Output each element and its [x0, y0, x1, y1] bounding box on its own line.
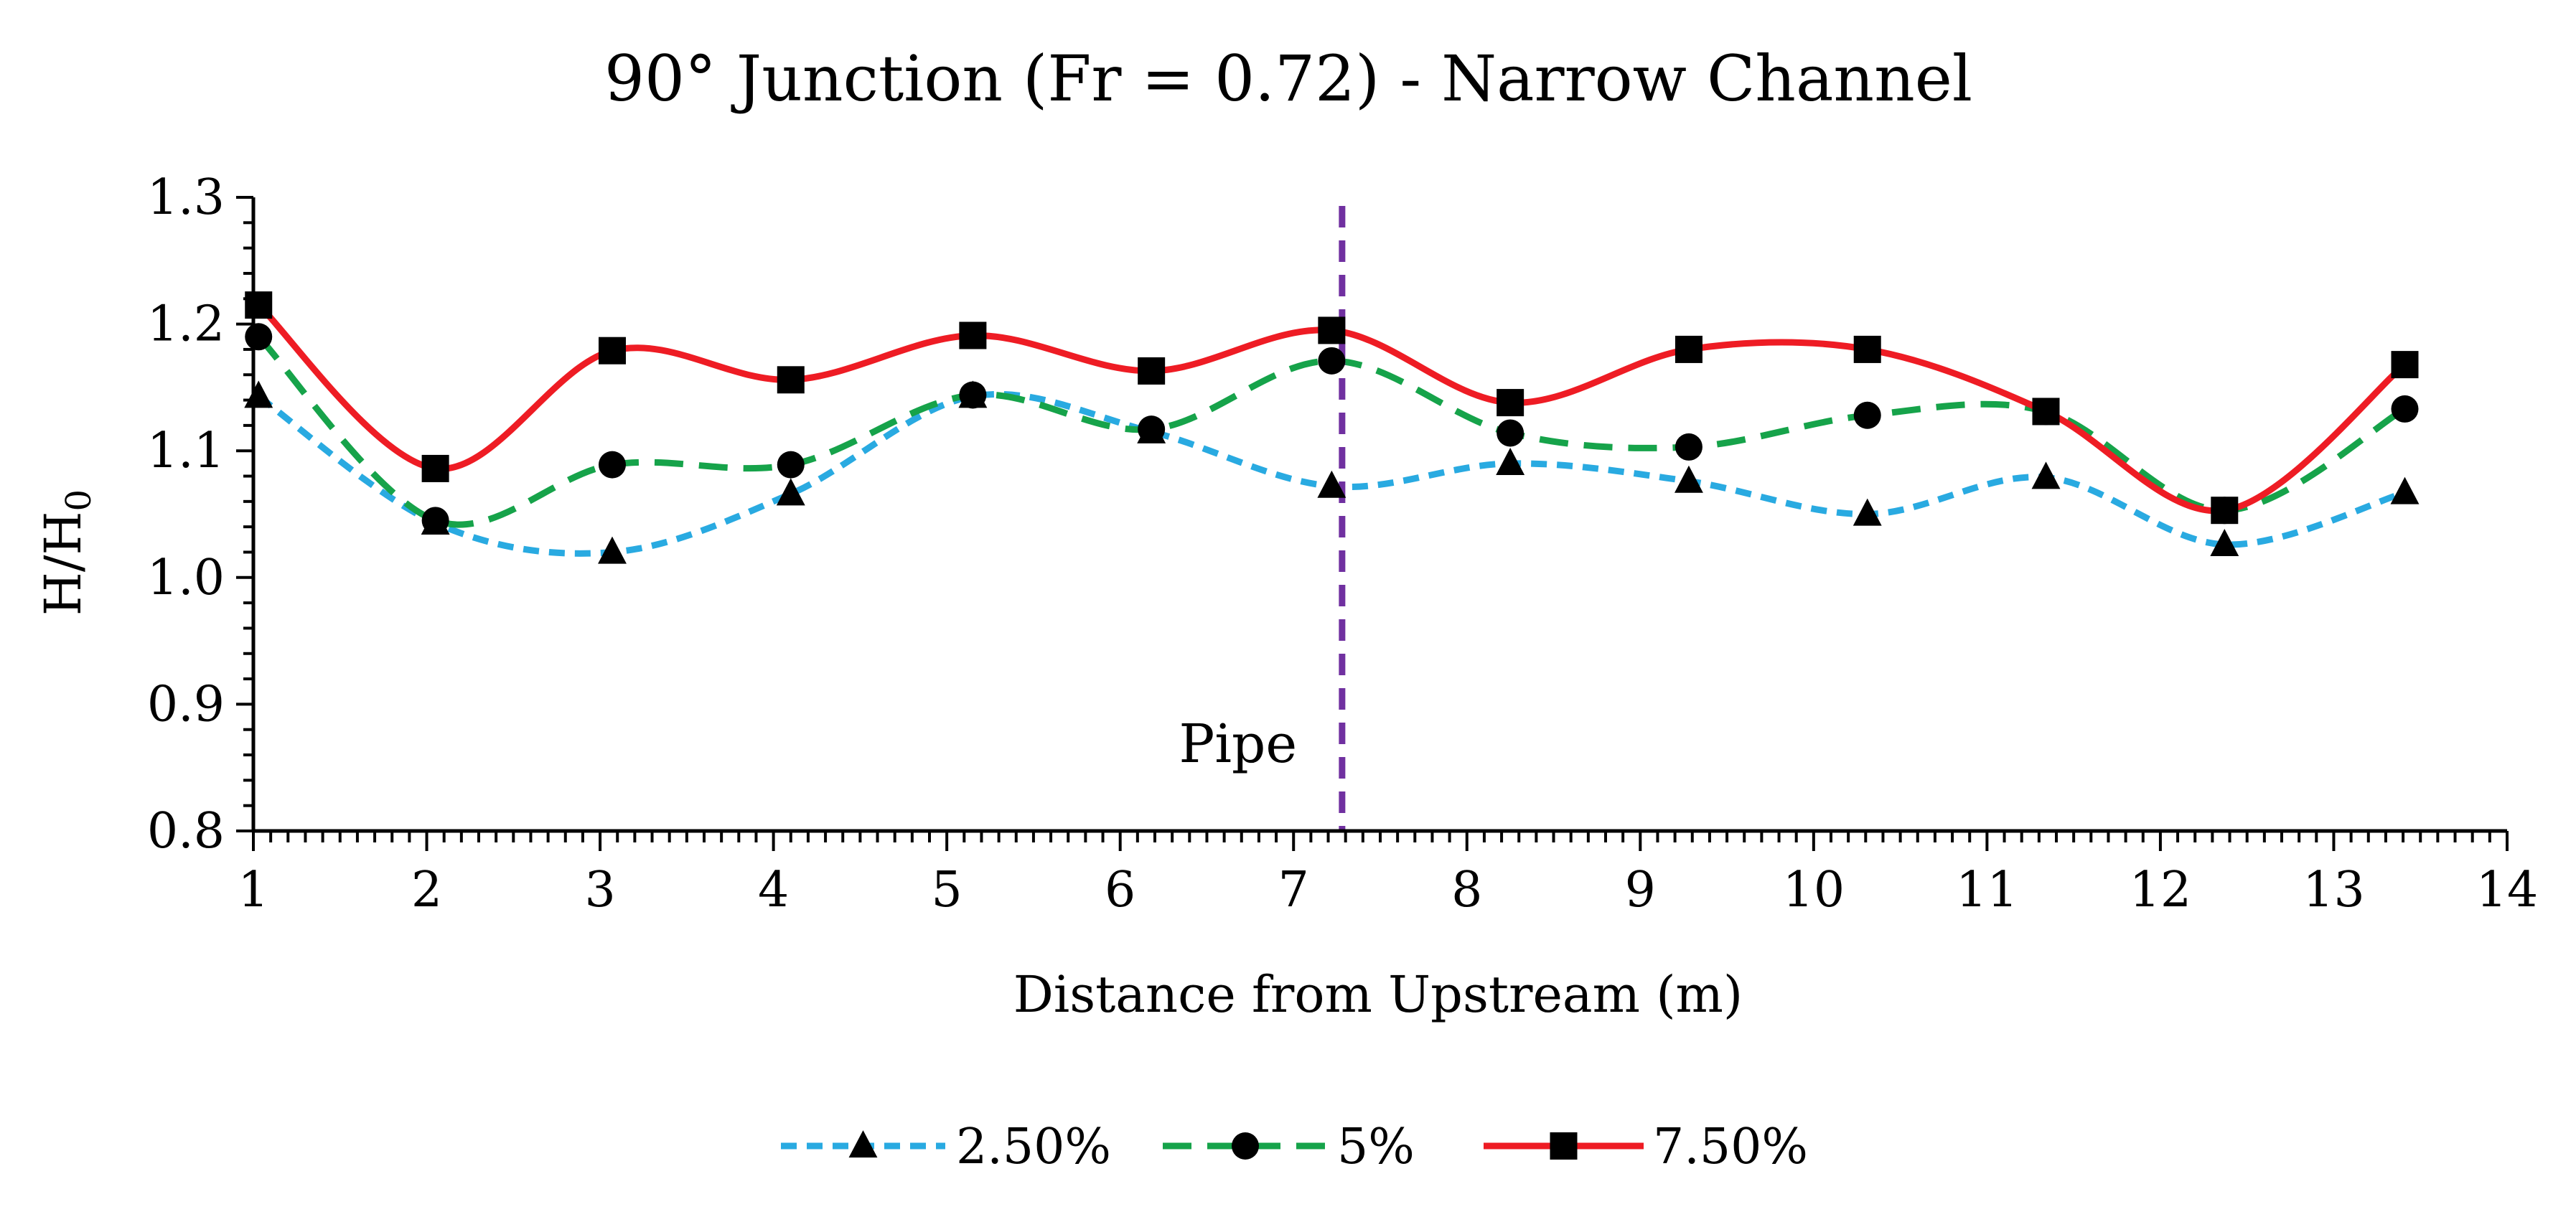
data-point-s2-10	[2032, 398, 2060, 426]
y-tick-label: 1.3	[147, 169, 225, 226]
chart-title: 90° Junction (Fr = 0.72) - Narrow Channe…	[604, 42, 1972, 116]
x-tick-label: 10	[1783, 862, 1845, 918]
y-tick-label: 1.2	[147, 296, 225, 353]
data-point-s0-3	[776, 478, 805, 506]
series-markers	[244, 291, 2420, 564]
data-point-s0-2	[598, 536, 627, 564]
data-point-s0-8	[1674, 465, 1703, 493]
x-tick-label: 14	[2476, 862, 2539, 918]
x-tick-label: 11	[1956, 862, 2018, 918]
data-point-s2-3	[777, 366, 805, 394]
y-axis: 0.8 0.9 1.0 1.1 1.2 1.3	[147, 169, 256, 860]
legend-marker-1	[1232, 1132, 1259, 1160]
data-point-s2-9	[1853, 335, 1881, 363]
x-tick-label: 3	[584, 862, 615, 918]
data-point-s0-12	[2390, 476, 2420, 504]
legend-label-0: 2.50%	[956, 1119, 1111, 1175]
x-tick-label: 5	[932, 862, 963, 918]
data-point-s0-7	[1496, 448, 1525, 476]
x-axis: 1 2 3 4 5 6 7 8 9 10 11 12 13 14	[238, 829, 2539, 918]
y-axis-title-main: H/H	[34, 511, 93, 616]
data-point-s1-3	[777, 451, 805, 479]
data-point-s0-6	[1317, 470, 1346, 498]
data-point-s1-0	[245, 323, 273, 351]
data-point-s0-0	[244, 380, 273, 408]
y-tick-label: 0.8	[147, 803, 225, 860]
x-tick-label: 1	[238, 862, 268, 918]
x-tick-label: 7	[1278, 862, 1309, 918]
data-point-s2-5	[1138, 357, 1166, 385]
data-point-s0-9	[1853, 498, 1882, 526]
legend-label-1: 5%	[1337, 1119, 1415, 1175]
data-point-s1-9	[1853, 401, 1881, 429]
data-point-s1-6	[1318, 347, 1346, 375]
data-point-s1-12	[2391, 395, 2419, 423]
x-axis-title: Distance from Upstream (m)	[1013, 965, 1743, 1024]
data-point-s2-2	[598, 337, 626, 365]
data-point-s2-8	[1675, 335, 1702, 363]
data-point-s2-12	[2391, 351, 2419, 379]
x-tick-label: 9	[1625, 862, 1656, 918]
pipe-annotation: Pipe	[1179, 713, 1298, 775]
x-tick-label: 13	[2303, 862, 2365, 918]
y-tick-label: 0.9	[147, 676, 225, 733]
data-point-s0-10	[2031, 461, 2061, 489]
data-point-s2-4	[959, 321, 987, 349]
x-tick-label: 8	[1451, 862, 1482, 918]
x-tick-label: 6	[1105, 862, 1135, 918]
y-tick-label: 1.0	[147, 550, 225, 606]
x-tick-label: 12	[2130, 862, 2192, 918]
data-point-s0-11	[2210, 529, 2239, 557]
data-point-s2-0	[245, 291, 273, 319]
x-tick-label: 4	[758, 862, 789, 918]
y-axis-title-subscript: 0	[59, 489, 99, 512]
data-point-s1-2	[598, 451, 626, 479]
data-point-s2-11	[2211, 497, 2239, 525]
x-tick-label: 2	[411, 862, 442, 918]
data-point-s1-7	[1497, 419, 1524, 447]
data-point-s1-4	[959, 381, 987, 409]
legend-label-2: 7.50%	[1653, 1119, 1808, 1175]
y-axis-title: H/H0	[34, 489, 99, 616]
data-point-s2-1	[421, 454, 449, 482]
legend-marker-2	[1550, 1132, 1578, 1160]
plot-area: Pipe 0.80.91.01.11.21.3 1 2 3 4 5 6 7 8 9 10 11 12 1…	[147, 169, 2538, 918]
data-point-s2-7	[1497, 389, 1524, 417]
data-point-s1-1	[421, 507, 449, 535]
legend-marker-0	[848, 1130, 878, 1158]
data-point-s1-8	[1675, 433, 1702, 461]
data-point-s2-6	[1318, 316, 1346, 344]
data-point-s1-5	[1138, 415, 1166, 443]
legend: 2.50% 5% 7.50%	[781, 1119, 1808, 1175]
y-tick-label: 1.1	[147, 423, 225, 479]
